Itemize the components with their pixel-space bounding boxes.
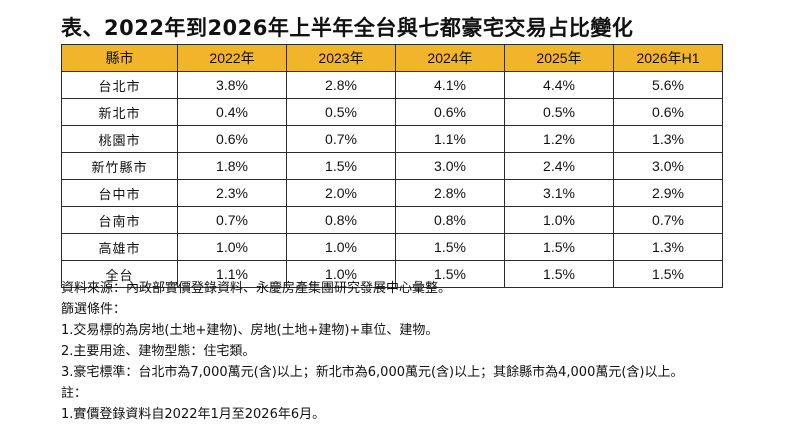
header-cell-2022: 2022年 [177, 44, 287, 72]
region-cell: 台南市 [61, 206, 178, 234]
header-cell-2024: 2024年 [395, 44, 505, 72]
page-title: 表、2022年到2026年上半年全台與七都豪宅交易占比變化 [61, 16, 634, 40]
table-row: 新竹縣市 1.8% 1.5% 3.0% 2.4% 3.0% [61, 152, 723, 180]
value-cell: 3.8% [177, 71, 287, 99]
value-cell: 0.6% [395, 98, 505, 126]
value-cell: 3.0% [613, 152, 723, 180]
value-cell: 1.5% [504, 233, 614, 261]
value-cell: 2.8% [286, 71, 396, 99]
value-cell: 2.0% [286, 179, 396, 207]
value-cell: 1.3% [613, 233, 723, 261]
value-cell: 2.9% [613, 179, 723, 207]
remark-item-1: 1.實價登錄資料自2022年1月至2026年6月。 [61, 407, 326, 422]
header-cell-2023: 2023年 [286, 44, 396, 72]
source-note: 資料來源：內政部實價登錄資料、永慶房產集團研究發展中心彙整。 [61, 281, 452, 296]
value-cell: 1.5% [395, 260, 505, 288]
value-cell: 0.5% [286, 98, 396, 126]
value-cell: 1.1% [395, 125, 505, 153]
table-row: 全台 1.1% 1.0% 1.5% 1.5% 1.5% [61, 260, 723, 288]
table-row: 台南市 0.7% 0.8% 0.8% 1.0% 0.7% [61, 206, 723, 234]
value-cell: 0.7% [177, 206, 287, 234]
value-cell: 0.7% [286, 125, 396, 153]
value-cell: 1.0% [177, 233, 287, 261]
table-row: 台中市 2.3% 2.0% 2.8% 3.1% 2.9% [61, 179, 723, 207]
value-cell: 0.8% [286, 206, 396, 234]
region-cell: 高雄市 [61, 233, 178, 261]
value-cell: 4.4% [504, 71, 614, 99]
filter-item-2: 2.主要用途、建物型態：住宅類。 [61, 344, 256, 359]
value-cell: 0.5% [504, 98, 614, 126]
table-row: 桃園市 0.6% 0.7% 1.1% 1.2% 1.3% [61, 125, 723, 153]
value-cell: 1.5% [613, 260, 723, 288]
data-table: 縣市 2022年 2023年 2024年 2025年 2026年H1 台北市 3.… [61, 44, 723, 288]
value-cell: 0.6% [613, 98, 723, 126]
table-header-row: 縣市 2022年 2023年 2024年 2025年 2026年H1 [61, 44, 723, 72]
header-cell-region: 縣市 [61, 44, 178, 72]
header-cell-2025: 2025年 [504, 44, 614, 72]
region-cell: 全台 [61, 260, 178, 288]
value-cell: 0.8% [395, 206, 505, 234]
filter-item-3: 3.豪宅標準：台北市為7,000萬元(含)以上；新北市為6,000萬元(含)以上… [61, 365, 684, 380]
value-cell: 1.2% [504, 125, 614, 153]
value-cell: 1.8% [177, 152, 287, 180]
region-cell: 台中市 [61, 179, 178, 207]
remark-heading: 註： [61, 386, 88, 401]
value-cell: 0.7% [613, 206, 723, 234]
value-cell: 1.0% [286, 233, 396, 261]
region-cell: 新竹縣市 [61, 152, 178, 180]
table-row: 高雄市 1.0% 1.0% 1.5% 1.5% 1.3% [61, 233, 723, 261]
value-cell: 1.0% [504, 206, 614, 234]
value-cell: 2.3% [177, 179, 287, 207]
value-cell: 1.5% [286, 152, 396, 180]
notes: 資料來源：內政部實價登錄資料、永慶房產集團研究發展中心彙整。 篩選條件： 1.交… [61, 278, 683, 425]
table-row: 台北市 3.8% 2.8% 4.1% 4.4% 5.6% [61, 71, 723, 99]
value-cell: 4.1% [395, 71, 505, 99]
value-cell: 1.3% [613, 125, 723, 153]
region-cell: 台北市 [61, 71, 178, 99]
value-cell: 2.4% [504, 152, 614, 180]
table-row: 新北市 0.4% 0.5% 0.6% 0.5% 0.6% [61, 98, 723, 126]
value-cell: 1.5% [395, 233, 505, 261]
filter-heading: 篩選條件： [61, 302, 127, 317]
value-cell: 3.1% [504, 179, 614, 207]
value-cell: 5.6% [613, 71, 723, 99]
header-cell-2026h1: 2026年H1 [613, 44, 723, 72]
region-cell: 新北市 [61, 98, 178, 126]
value-cell: 0.6% [177, 125, 287, 153]
value-cell: 0.4% [177, 98, 287, 126]
value-cell: 1.1% [177, 260, 287, 288]
value-cell: 3.0% [395, 152, 505, 180]
filter-item-1: 1.交易標的為房地(土地+建物)、房地(土地+建物)+車位、建物。 [61, 323, 439, 338]
value-cell: 2.8% [395, 179, 505, 207]
region-cell: 桃園市 [61, 125, 178, 153]
